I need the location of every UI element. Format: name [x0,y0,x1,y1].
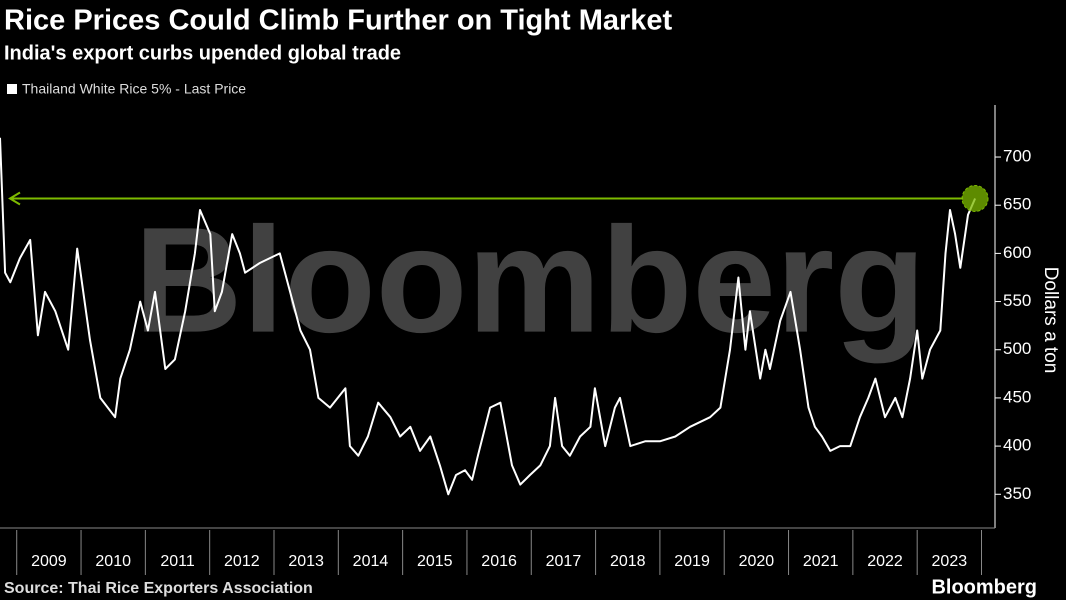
brand: Bloomberg [931,576,1037,598]
y-tick-label: 700 [1003,147,1031,166]
x-tick-label: 2021 [803,553,839,570]
x-tick-label: 2022 [867,553,903,570]
line-series [0,137,977,496]
legend-label: Thailand White Rice 5% - Last Price [22,81,246,97]
x-tick-label: 2014 [353,553,389,570]
x-tick-label: 2019 [674,553,710,570]
source: Source: Thai Rice Exporters Association [4,580,313,597]
watermark: Bloomberg [134,196,926,364]
y-tick-label: 350 [1003,484,1031,503]
chart-subtitle: India's export curbs upended global trad… [4,42,401,64]
y-tick-label: 550 [1003,291,1031,310]
y-tick-label: 500 [1003,339,1031,358]
x-tick-label: 2012 [224,553,260,570]
y-tick-label: 400 [1003,436,1031,455]
x-tick-label: 2020 [739,553,775,570]
x-tick-label: 2016 [481,553,517,570]
x-tick-label: 2017 [546,553,582,570]
y-axis-label: Dollars a ton [1040,267,1061,374]
x-tick-label: 2009 [31,553,67,570]
highlight-marker [961,184,989,212]
x-tick-label: 2023 [932,553,968,570]
x-tick-label: 2015 [417,553,453,570]
x-tick-label: 2013 [288,553,324,570]
x-tick-label: 2011 [160,553,195,570]
y-tick-label: 450 [1003,387,1031,406]
x-tick-label: 2010 [95,553,131,570]
y-tick-label: 650 [1003,195,1031,214]
chart-title: Rice Prices Could Climb Further on Tight… [4,5,673,37]
legend-swatch [7,84,17,94]
y-tick-label: 600 [1003,243,1031,262]
x-tick-label: 2018 [610,553,646,570]
highlight-arrowhead [8,191,21,206]
